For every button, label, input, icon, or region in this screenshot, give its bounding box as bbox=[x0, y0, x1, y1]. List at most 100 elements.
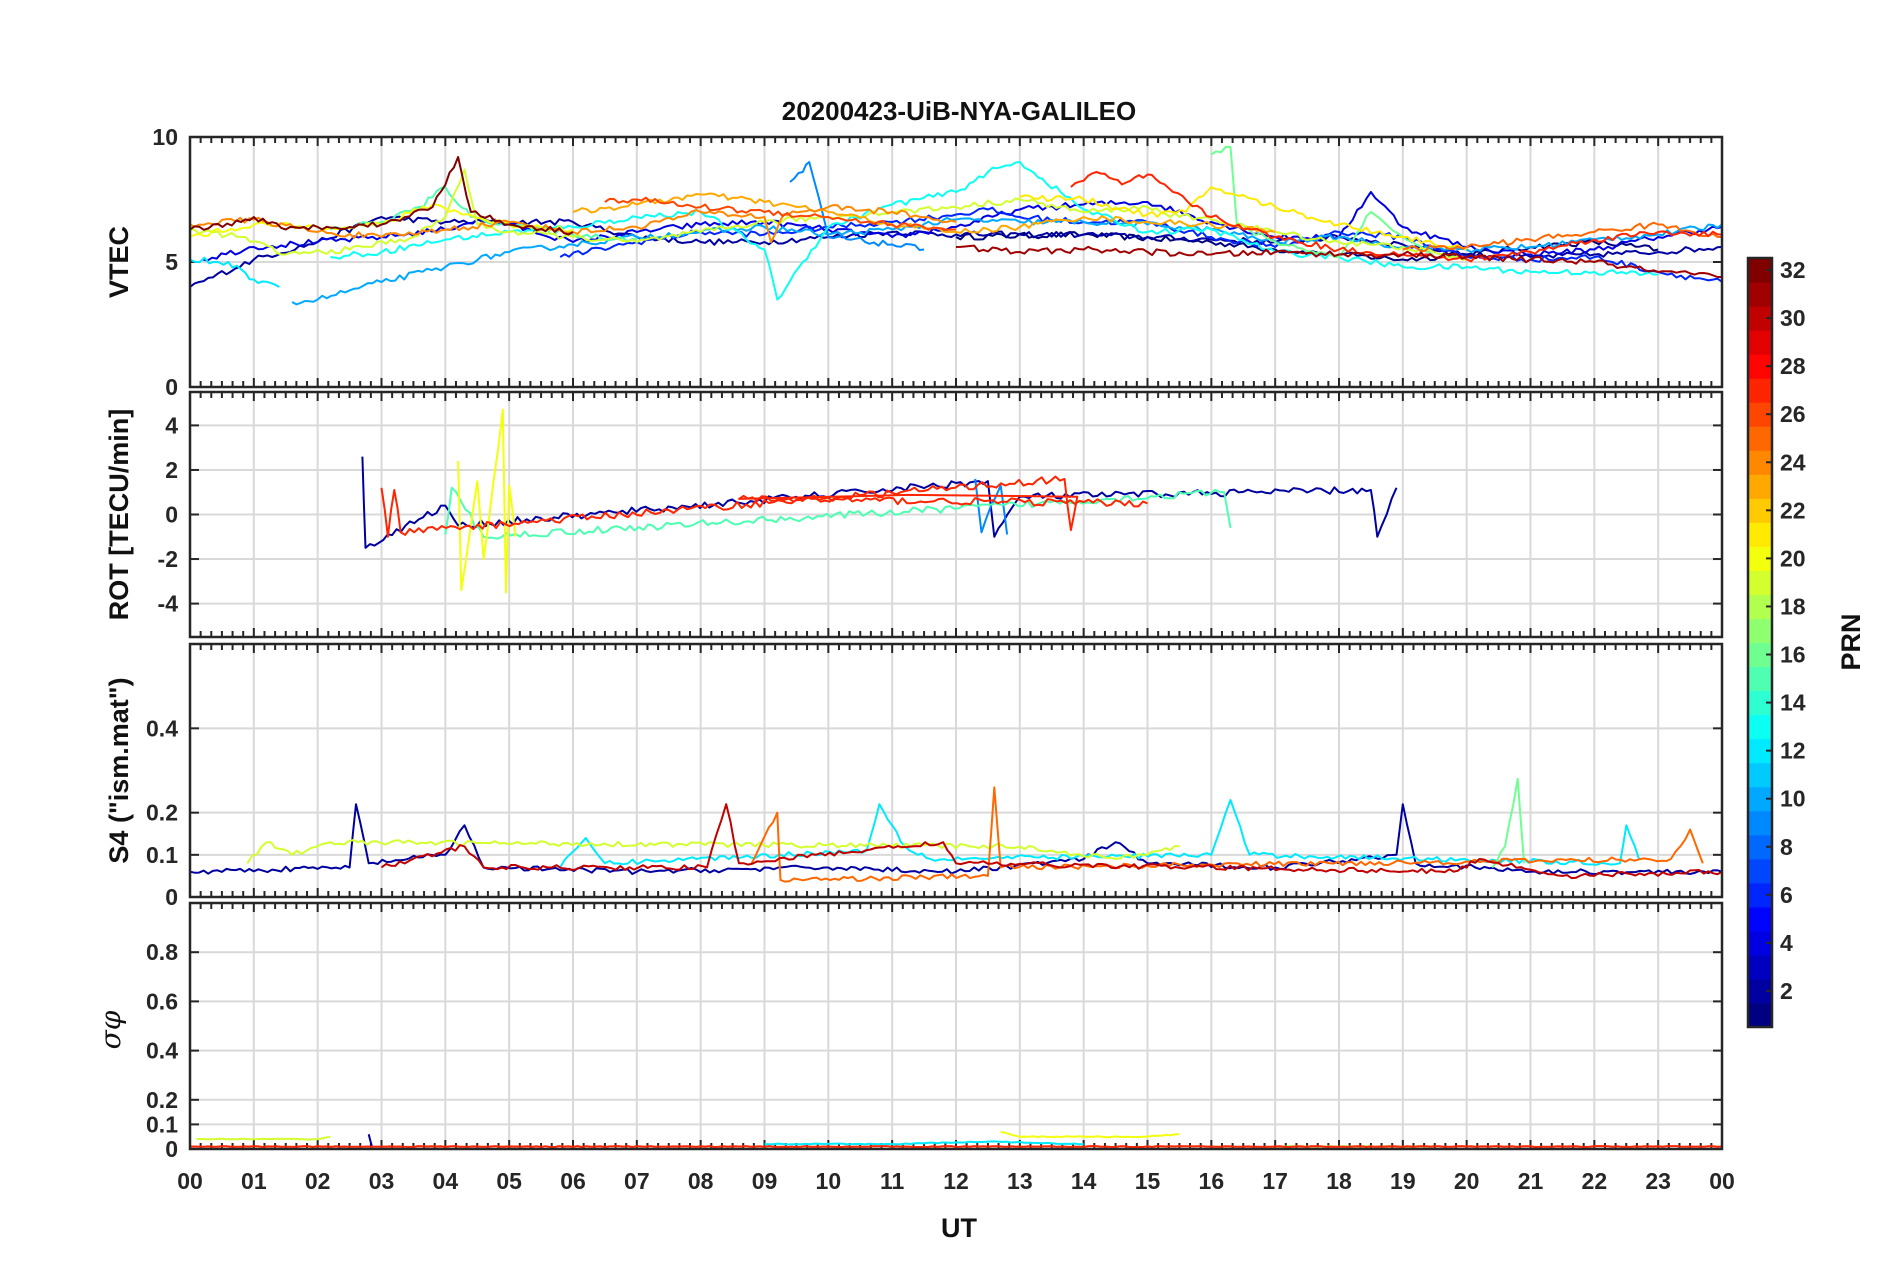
y-axis-label-sigma_phi: σφ bbox=[94, 1010, 127, 1049]
series-line-prn-20 bbox=[457, 408, 517, 594]
series-line-prn-2 bbox=[190, 215, 1722, 288]
colorbar-tick-label: 14 bbox=[1780, 690, 1806, 716]
x-tick-label: 21 bbox=[1518, 1168, 1544, 1194]
axes-frame bbox=[188, 642, 1724, 899]
x-tick-label: 01 bbox=[241, 1168, 267, 1194]
y-tick-label: 0.4 bbox=[146, 1038, 178, 1064]
colorbar-tick-label: 26 bbox=[1780, 401, 1806, 427]
series-group bbox=[361, 408, 1398, 594]
x-tick-label: 07 bbox=[624, 1168, 650, 1194]
colorbar-cell bbox=[1748, 906, 1772, 932]
y-tick-label: 0 bbox=[165, 1136, 178, 1162]
colorbar-tick-label: 6 bbox=[1780, 882, 1793, 908]
series-line-prn-32 bbox=[190, 156, 574, 236]
axes-frame bbox=[188, 901, 1724, 1151]
colorbar-cell bbox=[1748, 810, 1772, 836]
panel-rot: -4 -2 0 2 4 ROT [TECU/min] bbox=[104, 390, 1724, 639]
y-tick-label: 0.2 bbox=[146, 1087, 178, 1113]
x-tick-label: 18 bbox=[1326, 1168, 1352, 1194]
series-line-prn-21 bbox=[1019, 186, 1468, 251]
colorbar-tick-label: 4 bbox=[1780, 930, 1793, 956]
colorbar-frame bbox=[1746, 256, 1774, 1029]
colorbar-cell bbox=[1748, 954, 1772, 980]
x-tick-label: 19 bbox=[1390, 1168, 1416, 1194]
colorbar-cell bbox=[1748, 522, 1772, 547]
series-group bbox=[190, 145, 1722, 306]
x-tick-label: 17 bbox=[1262, 1168, 1288, 1194]
y-tick-label: 5 bbox=[165, 249, 178, 275]
series-line-prn-10 bbox=[291, 216, 1722, 306]
x-axis-label: UT bbox=[941, 1213, 977, 1243]
y-tick-label: -2 bbox=[158, 546, 178, 572]
colorbar-cell bbox=[1748, 666, 1772, 692]
colorbar-cell bbox=[1748, 762, 1772, 788]
chart-title: 20200423-UiB-NYA-GALILEO bbox=[782, 96, 1137, 126]
x-tick-label: 06 bbox=[560, 1168, 586, 1194]
colorbar-tick-label: 8 bbox=[1780, 834, 1793, 860]
series-line-prn-27 bbox=[380, 475, 1148, 538]
x-tick-label: 09 bbox=[752, 1168, 778, 1194]
x-tick-label: 10 bbox=[816, 1168, 842, 1194]
y-tick-label: 0.1 bbox=[146, 1111, 178, 1137]
y-tick-label: 0.2 bbox=[146, 800, 178, 826]
x-tick-label: 08 bbox=[688, 1168, 714, 1194]
series-line-prn-31 bbox=[955, 244, 1722, 278]
y-tick-label: 0.6 bbox=[146, 988, 178, 1014]
x-tick-label: 15 bbox=[1135, 1168, 1161, 1194]
y-tick-label: -4 bbox=[158, 591, 179, 617]
series-group bbox=[190, 1130, 1722, 1148]
x-tick-label: 14 bbox=[1071, 1168, 1097, 1194]
colorbar-cell bbox=[1748, 714, 1772, 740]
colorbar-tick-label: 32 bbox=[1780, 257, 1806, 283]
series-line-prn-24 bbox=[190, 204, 957, 243]
series-line-prn-16 bbox=[1491, 777, 1526, 869]
series-group bbox=[190, 777, 1722, 883]
series-line-prn-20 bbox=[1000, 1130, 1180, 1139]
colorbar-cell bbox=[1748, 1002, 1772, 1028]
series-line-prn-23 bbox=[572, 192, 1276, 234]
x-tick-label: 00 bbox=[1709, 1168, 1735, 1194]
series-line-prn-2 bbox=[361, 456, 1398, 549]
y-tick-label: 0.8 bbox=[146, 939, 178, 965]
y-axis-label-vtec: VTEC bbox=[104, 226, 134, 298]
x-tick-label: 22 bbox=[1582, 1168, 1608, 1194]
series-line-prn-26 bbox=[604, 196, 957, 231]
series-line-prn-2 bbox=[367, 1133, 373, 1147]
x-tick-label: 16 bbox=[1199, 1168, 1225, 1194]
colorbar-label: PRN bbox=[1836, 613, 1866, 670]
y-axis-label-rot: ROT [TECU/min] bbox=[104, 409, 134, 620]
y-tick-label: 0 bbox=[165, 884, 178, 910]
colorbar-tick-label: 18 bbox=[1780, 593, 1806, 619]
x-tick-label: 11 bbox=[880, 1168, 905, 1194]
x-tick-label: 03 bbox=[369, 1168, 395, 1194]
colorbar-cell bbox=[1748, 858, 1772, 884]
y-tick-label: 2 bbox=[165, 457, 178, 483]
x-tick-label: 05 bbox=[496, 1168, 522, 1194]
colorbar-tick-label: 24 bbox=[1780, 449, 1806, 475]
colorbar-cell bbox=[1748, 330, 1772, 355]
series-line-prn-12 bbox=[764, 1140, 1084, 1146]
panel-s4: 0 0.1 0.2 0.4 S4 ("ism.mat") bbox=[104, 642, 1724, 910]
colorbar-cell bbox=[1748, 378, 1772, 403]
colorbar-tick-label: 28 bbox=[1780, 353, 1806, 379]
colorbar-tick-label: 16 bbox=[1780, 642, 1806, 668]
x-tick-label: 00 bbox=[177, 1168, 203, 1194]
series-line-prn-12 bbox=[559, 799, 1640, 868]
y-tick-label: 0 bbox=[165, 374, 178, 400]
x-tick-label: 20 bbox=[1454, 1168, 1480, 1194]
panel-sigma_phi: 00.10.2 0.4 0.6 0.8 σφ bbox=[94, 901, 1724, 1162]
colorbar-cell bbox=[1748, 426, 1772, 451]
series-line-prn-27 bbox=[1070, 171, 1722, 263]
y-tick-label: 0.1 bbox=[146, 842, 178, 868]
colorbar-cell bbox=[1748, 474, 1772, 499]
y-tick-label: 0 bbox=[165, 502, 178, 528]
y-axis-label-s4: S4 ("ism.mat") bbox=[104, 677, 134, 863]
y-tick-label: 4 bbox=[165, 412, 178, 438]
x-tick-labels: 00 01 02 03 04 05 06 07 08 09 10 11 12 13 14 15 16 17 18 19… bbox=[177, 1168, 1735, 1194]
series-line-prn-19 bbox=[196, 1135, 331, 1141]
x-tick-label: 12 bbox=[943, 1168, 969, 1194]
colorbar-tick-label: 20 bbox=[1780, 545, 1806, 571]
